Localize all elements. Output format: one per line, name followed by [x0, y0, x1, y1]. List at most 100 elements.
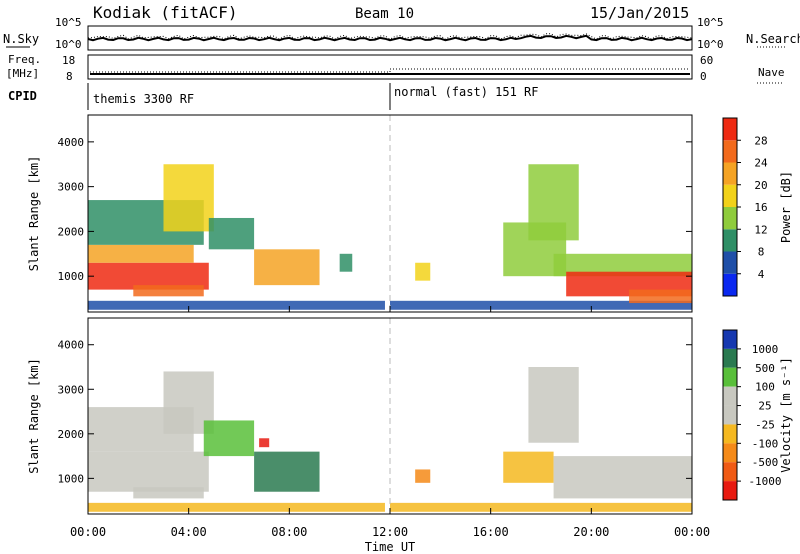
time-tick-label-3: 12:00	[372, 525, 408, 539]
power-band-6	[254, 249, 320, 286]
power-colorbar-label-8: 8	[758, 246, 765, 259]
freq-label-2: [MHz]	[6, 67, 39, 80]
velocity-colorbar-cell-5	[723, 424, 737, 444]
velocity-band-10	[503, 451, 554, 483]
station-title: Kodiak (fitACF)	[93, 3, 238, 22]
power-band-8	[88, 300, 385, 310]
time-axis: 00:00 04:00 08:00 12:00 16:00 20:00 00:00 Time …	[70, 525, 710, 554]
power-colorbar-label-24: 24	[754, 157, 768, 170]
velocity-colorbar-cell-1	[723, 348, 737, 368]
time-tick-label-0: 00:00	[70, 525, 106, 539]
time-tick-label-6: 00:00	[674, 525, 710, 539]
velocity-colorbar-label-3: 25	[758, 400, 771, 413]
nsky-series	[87, 34, 693, 42]
velocity-colorbar-label-7: -1000	[748, 475, 781, 488]
velocity-colorbar-cell-7	[723, 462, 737, 482]
power-band-1	[88, 244, 194, 263]
colorbars: 4 8 12 16 20 24 28 Power [dB] 1000 500 100 25 -25 -10…	[722, 117, 793, 501]
velocity-colorbar-cell-3	[723, 386, 737, 406]
velocity-band-9	[415, 469, 431, 483]
velocity-ylabel: Slant Range [km]	[27, 358, 41, 474]
velocity-heatmap-panel: 1000 2000 3000 4000 Slant Range [km]	[27, 317, 693, 515]
power-heatmap-panel: 1000 2000 3000 4000 Slant Range [km]	[27, 114, 693, 313]
power-colorbar-label-20: 20	[754, 179, 767, 192]
velocity-band-5	[254, 451, 320, 492]
power-band-4	[163, 164, 214, 232]
beam-title: Beam 10	[355, 6, 414, 22]
freq-panel	[87, 54, 693, 80]
nave-tick-top: 60	[700, 54, 713, 67]
nsearch-label: N.Search	[746, 32, 800, 46]
velocity-band-6	[259, 438, 270, 448]
power-band-5	[208, 217, 255, 250]
velocity-colorbar-cell-0	[723, 330, 737, 349]
nave-tick-bottom: 0	[700, 70, 707, 83]
power-colorbar-label-4: 4	[758, 268, 765, 281]
velocity-colorbar-cell-4	[723, 405, 737, 425]
velocity-ytick-label-3000: 3000	[58, 383, 85, 396]
date-title: 15/Jan/2015	[590, 4, 689, 22]
cpid-label: CPID	[8, 89, 37, 103]
power-colorbar-cell-3	[723, 207, 737, 230]
velocity-band-11	[528, 367, 579, 443]
nsky-tick-bottom: 10^0	[55, 38, 82, 51]
velocity-colorbar-cell-2	[723, 367, 737, 387]
time-tick-label-1: 04:00	[171, 525, 207, 539]
nave-series	[90, 68, 690, 73]
power-colorbar-label-28: 28	[754, 134, 767, 147]
velocity-band-12	[553, 456, 692, 499]
power-band-7	[339, 253, 353, 272]
power-ylabel: Slant Range [km]	[27, 156, 41, 272]
velocity-band-1	[133, 487, 204, 499]
velocity-colorbar-cell-8	[723, 481, 737, 500]
velocity-colorbar-label-6: -500	[752, 456, 779, 469]
power-ytick-label-3000: 3000	[58, 181, 85, 194]
time-axis-label: Time UT	[365, 540, 416, 554]
power-colorbar-cell-0	[723, 273, 737, 296]
power-band-10	[415, 262, 431, 281]
velocity-colorbar-label-5: -100	[752, 437, 779, 450]
cpid-mode-1: themis 3300 RF	[93, 92, 194, 106]
power-band-9	[390, 300, 692, 310]
velocity-band-0	[88, 451, 209, 492]
freq-tick-top: 18	[62, 54, 75, 67]
cpid-mode-2: normal (fast) 151 RF	[394, 85, 539, 99]
power-ytick-label-2000: 2000	[58, 225, 85, 238]
velocity-band-7	[88, 502, 385, 512]
freq-label-1: Freq.	[8, 53, 41, 66]
power-colorbar-cell-5	[723, 162, 737, 185]
velocity-colorbar-label-4: -25	[755, 418, 775, 431]
nsky-label: N.Sky	[3, 32, 39, 46]
nsearch-tick-top: 10^5	[697, 16, 724, 29]
power-band-13	[553, 253, 692, 277]
velocity-ytick-label-2000: 2000	[58, 428, 85, 441]
velocity-colorbar-label-0: 1000	[752, 343, 779, 356]
velocity-ytick-label-1000: 1000	[58, 472, 85, 485]
power-ytick-label-1000: 1000	[58, 270, 85, 283]
power-colorbar-cell-1	[723, 251, 737, 274]
time-tick-label-2: 08:00	[271, 525, 307, 539]
time-tick-label-4: 16:00	[473, 525, 509, 539]
velocity-band-8	[390, 502, 692, 512]
velocity-colorbar-label-1: 500	[755, 362, 775, 375]
power-colorbar-cell-6	[723, 140, 737, 163]
velocity-colorbar-title: Velocity [m s⁻¹]	[779, 357, 793, 473]
power-colorbar-label-12: 12	[754, 223, 767, 236]
power-colorbar-cell-2	[723, 229, 737, 252]
power-colorbar-title: Power [dB]	[779, 171, 793, 243]
velocity-band-4	[203, 420, 255, 457]
power-colorbar-label-16: 16	[754, 201, 767, 214]
power-colorbar-cell-7	[723, 118, 737, 141]
nsky-tick-top: 10^5	[55, 16, 82, 29]
power-ytick-label-4000: 4000	[58, 136, 85, 149]
nsearch-tick-bottom: 10^0	[697, 38, 724, 51]
freq-tick-bottom: 8	[66, 70, 73, 83]
power-band-3	[133, 285, 204, 297]
time-tick-label-5: 20:00	[573, 525, 609, 539]
power-colorbar-cell-4	[723, 184, 737, 207]
velocity-ytick-label-4000: 4000	[58, 339, 85, 352]
nave-label: Nave	[758, 66, 785, 79]
power-band-12	[528, 164, 579, 241]
velocity-colorbar-label-2: 100	[755, 381, 775, 394]
